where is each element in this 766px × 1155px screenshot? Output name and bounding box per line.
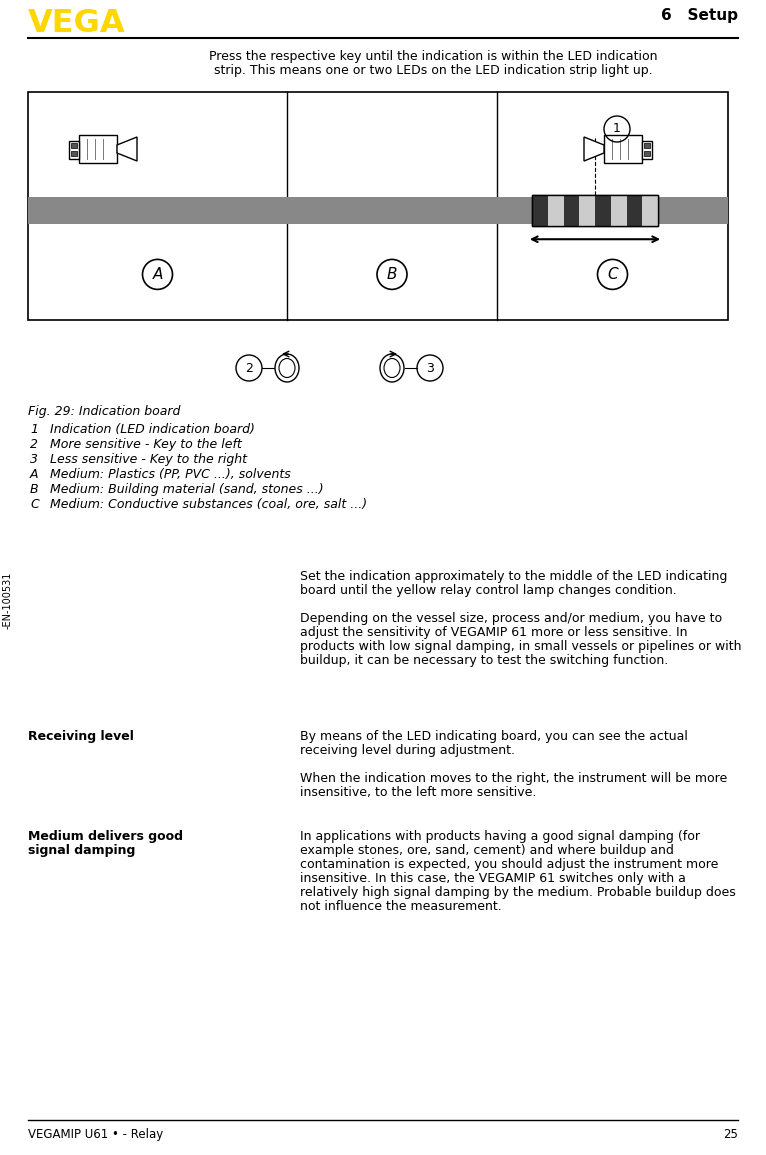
Text: 3: 3: [30, 453, 38, 465]
Text: Receiving level: Receiving level: [28, 730, 134, 743]
Bar: [579, 195, 595, 226]
Text: board until the yellow relay control lamp changes condition.: board until the yellow relay control lam…: [300, 584, 676, 597]
Text: VEGAMIP U61 • - Relay: VEGAMIP U61 • - Relay: [28, 1128, 163, 1141]
Text: 3: 3: [426, 362, 434, 374]
Bar: [644, 143, 650, 148]
Bar: [595, 195, 611, 226]
Text: 1: 1: [30, 423, 38, 435]
Text: products with low signal damping, in small vessels or pipelines or with: products with low signal damping, in sma…: [300, 640, 741, 653]
Text: -EN-100531: -EN-100531: [3, 572, 13, 628]
Text: Medium: Building material (sand, stones ...): Medium: Building material (sand, stones …: [50, 483, 323, 495]
Text: By means of the LED indicating board, you can see the actual: By means of the LED indicating board, yo…: [300, 730, 688, 743]
Text: Depending on the vessel size, process and/or medium, you have to: Depending on the vessel size, process an…: [300, 612, 722, 625]
Text: 6   Setup: 6 Setup: [661, 8, 738, 23]
Text: Medium: Conductive substances (coal, ore, salt ...): Medium: Conductive substances (coal, ore…: [50, 498, 367, 511]
Text: Less sensitive - Key to the right: Less sensitive - Key to the right: [50, 453, 247, 465]
Bar: [642, 195, 658, 226]
Text: signal damping: signal damping: [28, 844, 136, 857]
Text: When the indication moves to the right, the instrument will be more: When the indication moves to the right, …: [300, 772, 727, 785]
Text: B: B: [387, 267, 398, 282]
Bar: [69, 141, 79, 159]
Bar: [532, 195, 658, 226]
Text: not influence the measurement.: not influence the measurement.: [300, 900, 502, 912]
Text: insensitive. In this case, the VEGAMIP 61 switches only with a: insensitive. In this case, the VEGAMIP 6…: [300, 872, 686, 885]
Text: In applications with products having a good signal damping (for: In applications with products having a g…: [300, 830, 700, 843]
Text: 2: 2: [245, 362, 253, 374]
Text: A: A: [152, 267, 162, 282]
Text: Fig. 29: Indication board: Fig. 29: Indication board: [28, 405, 180, 418]
Text: Press the respective key until the indication is within the LED indication: Press the respective key until the indic…: [209, 50, 657, 64]
Bar: [627, 195, 642, 226]
Text: receiving level during adjustment.: receiving level during adjustment.: [300, 744, 515, 757]
Bar: [71, 151, 77, 156]
Text: 25: 25: [723, 1128, 738, 1141]
Bar: [644, 151, 650, 156]
Polygon shape: [117, 137, 137, 161]
Text: relatively high signal damping by the medium. Probable buildup does: relatively high signal damping by the me…: [300, 886, 736, 899]
Text: Indication (LED indication board): Indication (LED indication board): [50, 423, 255, 435]
Text: B: B: [30, 483, 38, 495]
Bar: [71, 143, 77, 148]
Text: example stones, ore, sand, cement) and where buildup and: example stones, ore, sand, cement) and w…: [300, 844, 674, 857]
Bar: [642, 141, 652, 159]
Text: Set the indication approximately to the middle of the LED indicating: Set the indication approximately to the …: [300, 571, 728, 583]
Bar: [611, 195, 627, 226]
Text: More sensitive - Key to the left: More sensitive - Key to the left: [50, 438, 242, 450]
Text: 1: 1: [613, 122, 621, 135]
Polygon shape: [584, 137, 604, 161]
Text: Medium delivers good: Medium delivers good: [28, 830, 183, 843]
Text: VEGA: VEGA: [28, 8, 126, 39]
Bar: [28, 196, 728, 224]
Bar: [604, 135, 642, 163]
Text: C: C: [30, 498, 39, 511]
Bar: [79, 135, 117, 163]
Text: adjust the sensitivity of VEGAMIP 61 more or less sensitive. In: adjust the sensitivity of VEGAMIP 61 mor…: [300, 626, 688, 639]
Text: strip. This means one or two LEDs on the LED indication strip light up.: strip. This means one or two LEDs on the…: [214, 64, 653, 77]
Bar: [548, 195, 564, 226]
Text: contamination is expected, you should adjust the instrument more: contamination is expected, you should ad…: [300, 858, 719, 871]
Text: 2: 2: [30, 438, 38, 450]
Bar: [564, 195, 579, 226]
Bar: [28, 92, 728, 320]
Text: C: C: [607, 267, 618, 282]
Bar: [532, 195, 658, 226]
Text: Medium: Plastics (PP, PVC ...), solvents: Medium: Plastics (PP, PVC ...), solvents: [50, 468, 291, 480]
Bar: [532, 195, 548, 226]
Text: buildup, it can be necessary to test the switching function.: buildup, it can be necessary to test the…: [300, 654, 668, 666]
Text: A: A: [30, 468, 38, 480]
Text: insensitive, to the left more sensitive.: insensitive, to the left more sensitive.: [300, 787, 536, 799]
